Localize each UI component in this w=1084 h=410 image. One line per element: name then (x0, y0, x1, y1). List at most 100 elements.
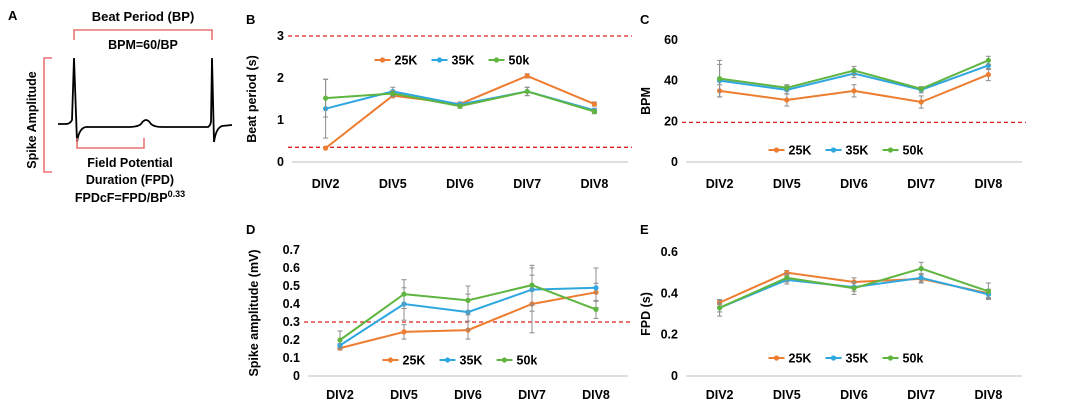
x-category-label: DIV2 (706, 388, 734, 402)
x-category-label: DIV6 (840, 177, 868, 191)
data-point (524, 88, 530, 95)
data-point (591, 109, 597, 115)
fpd-chart: 0 0.2 0.4 0.6 FPD (s) DIV2 DIV5 DIV6 DIV7 DIV8 25K… (639, 245, 1022, 402)
data-point (851, 67, 857, 74)
x-category-label: DIV8 (581, 177, 609, 191)
x-category-label: DIV6 (840, 388, 868, 402)
x-category-label: DIV6 (446, 177, 474, 191)
series-50k (323, 78, 597, 118)
data-point (784, 85, 790, 91)
y-tick-label: 0.6 (283, 261, 300, 275)
field-potential-schematic: Beat Period (BP) BPM=60/BP Spike Amplitu… (25, 9, 233, 205)
data-point (529, 282, 535, 288)
data-point (985, 71, 991, 78)
y-tick-label: 20 (664, 114, 678, 128)
legend-swatch-marker (387, 357, 394, 363)
data-point (985, 57, 991, 63)
legend-label: 50k (903, 352, 924, 366)
legend-label: 25K (403, 354, 426, 368)
x-category-label: DIV7 (907, 177, 935, 191)
legend-label: 25K (789, 352, 812, 366)
y-tick-label: 0.3 (283, 315, 300, 329)
y-tick-label: 2 (277, 71, 284, 85)
panel-letter-c: C (640, 12, 650, 27)
y-tick-label: 0.6 (661, 245, 678, 259)
fpdcf-prefix: FPDcF=FPD/BP (75, 191, 168, 205)
data-point (851, 285, 857, 291)
legend: 25K 35K 50k (768, 352, 924, 366)
panel-letter-e: E (640, 222, 649, 237)
data-point (985, 288, 991, 294)
y-tick-label: 0 (671, 369, 678, 383)
data-point (337, 337, 343, 343)
x-category-label: DIV7 (513, 177, 541, 191)
x-category-label: DIV5 (390, 388, 418, 402)
data-point (401, 329, 407, 335)
legend-swatch-marker (379, 57, 386, 63)
legend: 25K 35K 50k (768, 144, 924, 158)
data-point (390, 90, 396, 97)
field-potential-trace (58, 57, 233, 143)
legend-label: 35K (460, 354, 483, 368)
y-tick-label: 0 (277, 155, 284, 169)
x-category-label: DIV5 (379, 177, 407, 191)
legend-swatch-marker (444, 357, 451, 363)
y-tick-label: 60 (664, 33, 678, 47)
data-point (918, 86, 924, 92)
legend-swatch-marker (773, 147, 780, 153)
legend-swatch-marker (887, 355, 894, 361)
data-point (593, 306, 599, 312)
series-line (324, 74, 595, 149)
data-point (401, 291, 407, 297)
panel-letter-d: D (246, 222, 256, 237)
bpm-formula: BPM=60/BP (108, 38, 178, 52)
data-point (593, 285, 599, 291)
y-tick-label: 0.4 (661, 286, 678, 300)
panel-letter-b: B (246, 12, 256, 27)
x-category-label: DIV5 (773, 388, 801, 402)
y-tick-label: 0.4 (283, 297, 300, 311)
y-tick-label: 1 (277, 113, 284, 127)
data-point (591, 101, 597, 107)
x-category-label: DIV2 (706, 177, 734, 191)
x-category-label: DIV8 (975, 177, 1003, 191)
data-point (465, 297, 471, 303)
spike-amplitude-chart: 0 0.1 0.2 0.3 0.4 0.5 0.6 0.7 Spike amplitude (m… (247, 243, 632, 402)
x-category-label: DIV7 (518, 388, 546, 402)
y-axis-title: Spike amplitude (mV) (247, 249, 261, 376)
fpd-bracket (76, 138, 145, 149)
spike-amplitude-bracket (43, 57, 52, 173)
data-point (717, 76, 723, 82)
y-tick-label: 0.2 (661, 328, 678, 342)
panel-letter-a: A (8, 8, 18, 23)
legend-swatch-marker (830, 355, 837, 361)
legend-label: 50k (903, 144, 924, 158)
legend-label: 35K (452, 54, 475, 68)
data-point (323, 95, 329, 101)
y-tick-label: 0.5 (283, 279, 300, 293)
data-point (918, 265, 924, 272)
fpdcf-exponent: 0.33 (168, 189, 186, 199)
legend-label: 25K (789, 144, 812, 158)
data-point (457, 103, 463, 109)
y-tick-label: 0.1 (283, 351, 300, 365)
x-category-label: DIV5 (773, 177, 801, 191)
data-point (918, 275, 924, 281)
legend-label: 50k (509, 54, 530, 68)
legend-label: 50k (517, 354, 538, 368)
beat-period-chart: 0 1 2 3 Beat period (s) DIV2 DIV5 DIV6 DIV7 DIV8 2… (245, 29, 632, 191)
y-tick-label: 0.2 (283, 333, 300, 347)
data-point (784, 97, 790, 103)
x-category-label: DIV8 (975, 388, 1003, 402)
x-category-label: DIV8 (582, 388, 610, 402)
data-point (323, 145, 329, 151)
legend-swatch-marker (436, 57, 443, 63)
data-point (717, 305, 723, 311)
x-category-label: DIV2 (312, 177, 340, 191)
beat-period-label: Beat Period (BP) (92, 9, 195, 24)
legend-swatch-marker (830, 147, 837, 153)
bpm-chart: 0 20 40 60 BPM DIV2 DIV5 DIV6 DIV7 DIV8 25K 35K 50k (639, 33, 1026, 191)
legend: 25K 35K 50k (382, 354, 538, 368)
legend-swatch-marker (773, 355, 780, 361)
data-point (784, 275, 790, 281)
